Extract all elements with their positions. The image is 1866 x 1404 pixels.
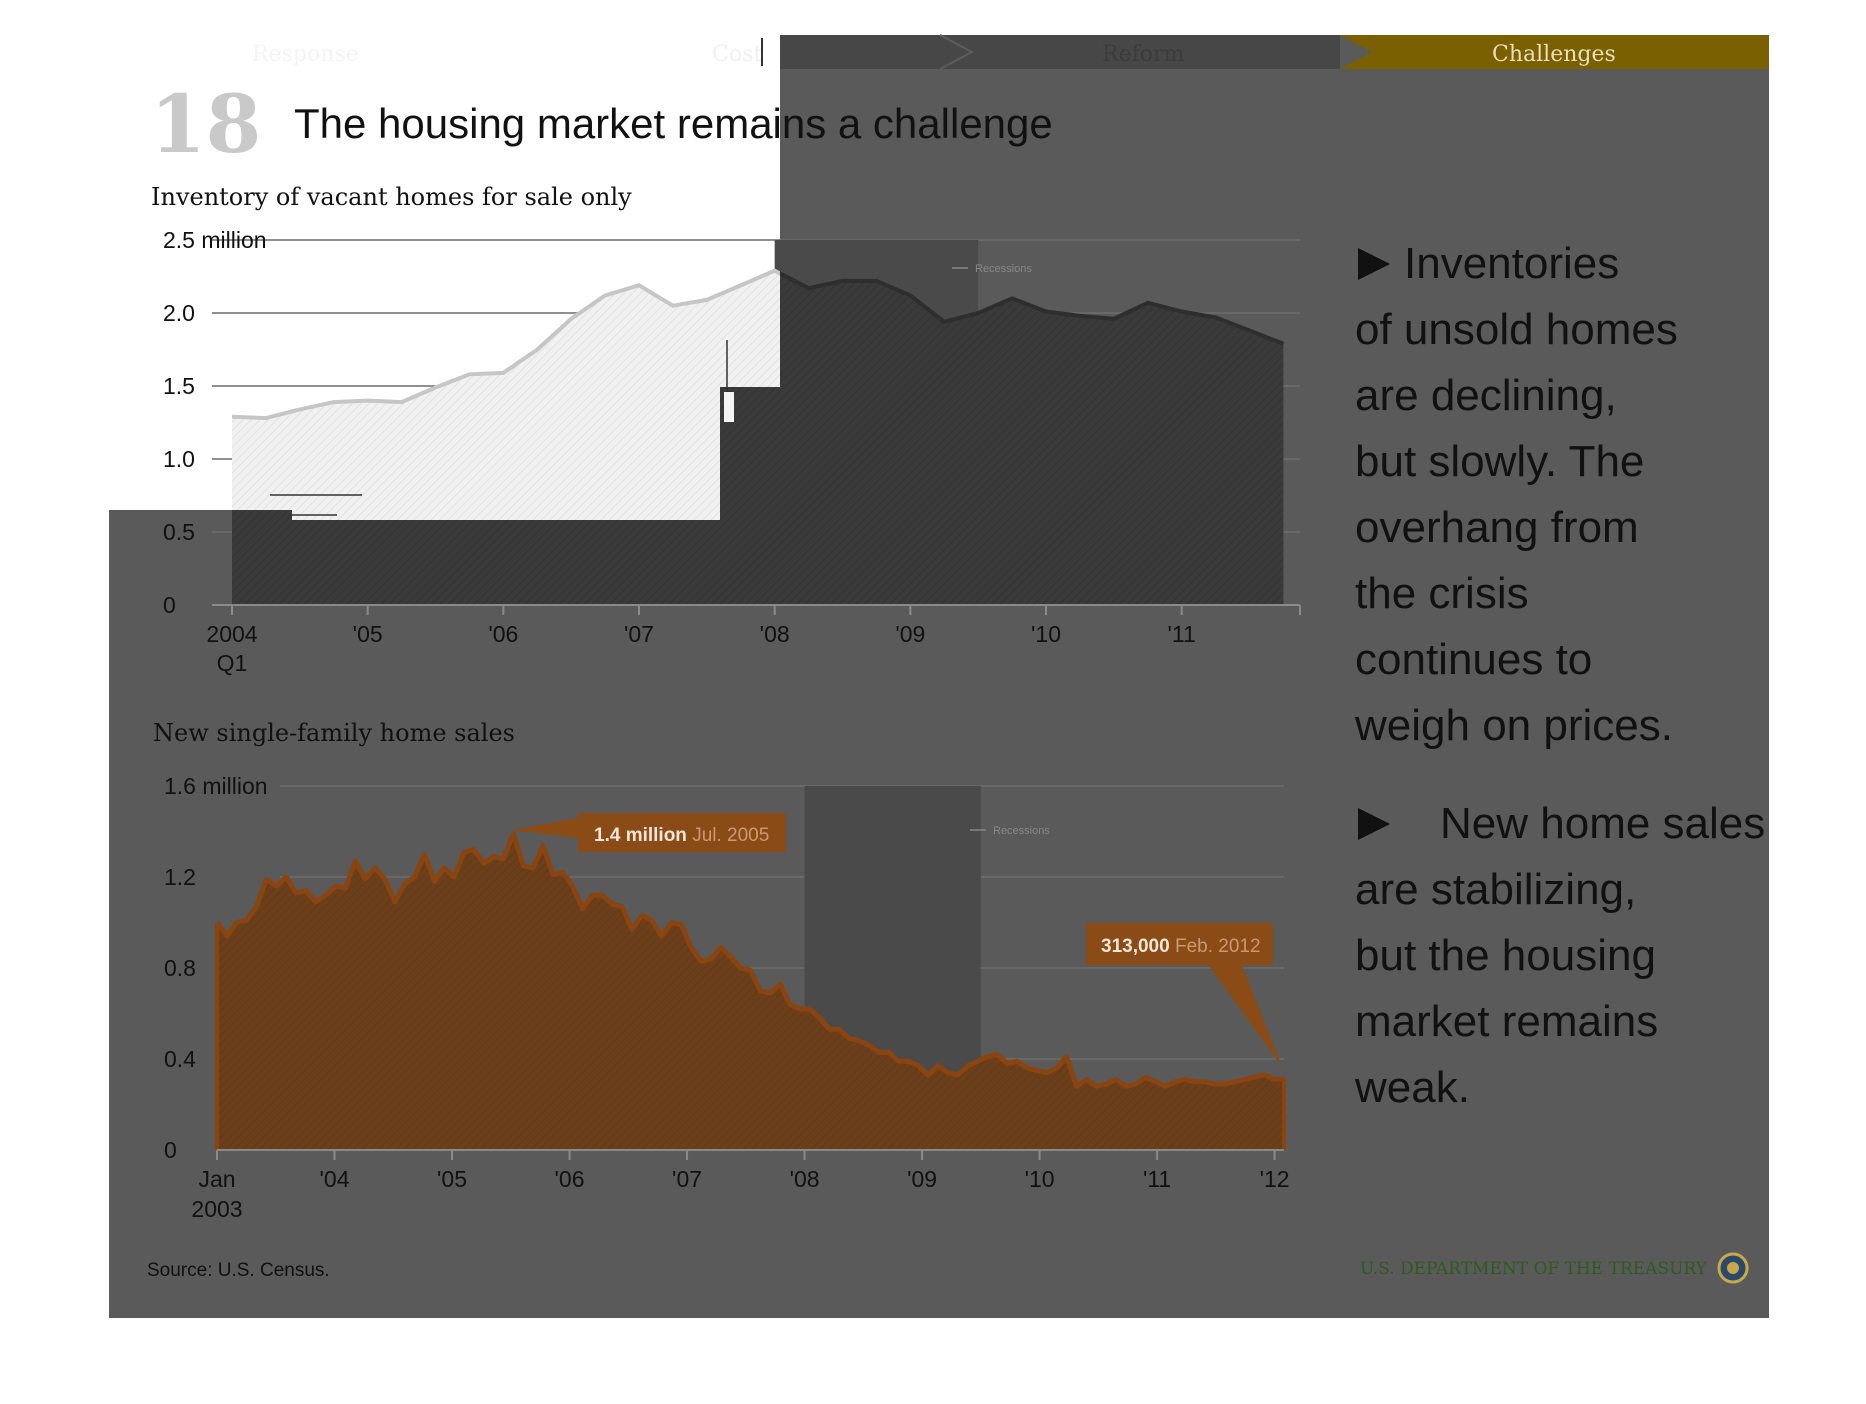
y-tick-label: 2.5 million — [163, 227, 267, 253]
chart2-y-ticks: 0 0.4 0.8 1.2 1.6 million — [164, 773, 268, 1163]
nav-item-challenges[interactable]: Challenges — [1492, 42, 1616, 67]
x-tick-label: '10 — [1025, 1166, 1055, 1192]
x-tick-label: '11 — [1168, 621, 1196, 647]
callout-pointer — [510, 818, 578, 838]
nav-bar-dark — [780, 35, 1340, 69]
chart2-area — [214, 831, 1286, 1150]
chart1-legend: Recessions — [952, 263, 1032, 275]
callout-pointer — [1205, 960, 1282, 1067]
x-tick-label: '07 — [672, 1166, 702, 1192]
chart2-legend: Recessions — [970, 825, 1050, 837]
treasury-wordmark: U.S. DEPARTMENT OF THE TREASURY — [1360, 1259, 1708, 1279]
x-tick-label: '10 — [1031, 621, 1061, 647]
home-sales-chart: New single-family home sales 0 0.4 0.8 1.2 1… — [153, 719, 1290, 1222]
bullet-text-line: Inventories — [1404, 239, 1619, 288]
bullet-1: Inventories of unsold homes are declining,… — [1354, 239, 1678, 750]
callout-box — [578, 813, 786, 852]
nav-arrow — [1340, 35, 1769, 69]
marker-box — [724, 392, 734, 422]
bullet-text-line: the crisis — [1355, 569, 1529, 618]
legend-label: Recessions — [975, 263, 1032, 275]
bullet-text-line: are declining, — [1355, 371, 1617, 420]
x-tick-label: '09 — [895, 621, 925, 647]
x-tick-label: '07 — [624, 621, 654, 647]
bullet-text-line: overhang from — [1355, 503, 1639, 552]
legend-label: Recessions — [993, 825, 1050, 837]
x-tick-label: 2004 — [206, 621, 257, 647]
source-note: Source: U.S. Census. — [147, 1260, 330, 1281]
x-tick-sublabel: 2003 — [191, 1196, 242, 1222]
sales-area — [217, 834, 1284, 1150]
x-tick-label: '05 — [353, 621, 383, 647]
chart1-x-ticks: 2004 Q1 '05 '06 '07 '08 '09 '10 '11 — [206, 621, 1195, 676]
sales-line — [214, 831, 1285, 1089]
slide-title: The housing market remains a challenge — [294, 100, 1053, 147]
bullet-triangle-icon — [1358, 808, 1390, 840]
y-tick-label: 2.0 — [163, 300, 195, 326]
bullet-text-line: are stabilizing, — [1355, 865, 1636, 914]
x-tick-label: '09 — [907, 1166, 937, 1192]
y-tick-label: 0 — [164, 1137, 177, 1163]
bullet-2: New home sales are stabilizing, but the ho… — [1354, 799, 1765, 1112]
nav-bar: Response Cost Reform Challenges — [252, 34, 1769, 70]
chart1-y-ticks: 0 0.5 1.0 1.5 2.0 2.5 million — [163, 227, 267, 618]
callout-text: 313,000 Feb. 2012 — [1101, 936, 1261, 957]
y-tick-label: 0.5 — [163, 519, 195, 545]
bullet-text-line: weak. — [1354, 1063, 1470, 1112]
bullet-text-line: continues to — [1355, 635, 1592, 684]
callout-text: 1.4 million Jul. 2005 — [594, 825, 769, 846]
x-tick-label: '05 — [437, 1166, 467, 1192]
chart2-title: New single-family home sales — [153, 719, 515, 747]
bullet-text-line: but slowly. The — [1355, 437, 1644, 486]
inventory-area — [232, 270, 1284, 605]
y-tick-label: 1.0 — [163, 446, 195, 472]
y-tick-label: 0.8 — [164, 955, 196, 981]
bullet-text-line: New home sales — [1440, 799, 1765, 848]
inventory-chart: Inventory of vacant homes for sale only … — [151, 183, 1301, 676]
callout-box — [1086, 923, 1273, 965]
x-tick-label: '12 — [1260, 1166, 1290, 1192]
bullet-text-line: weigh on prices. — [1354, 701, 1673, 750]
chart1-axes — [212, 604, 1301, 615]
bullet-text-line: but the housing — [1355, 931, 1656, 980]
y-tick-label: 1.2 — [164, 864, 196, 890]
x-tick-label: '08 — [760, 621, 790, 647]
y-tick-label: 1.5 — [163, 373, 195, 399]
chart1-area — [231, 268, 1285, 605]
treasury-seal-icon — [1717, 1252, 1749, 1284]
y-tick-label: 0.4 — [164, 1046, 196, 1072]
x-tick-label: '04 — [320, 1166, 350, 1192]
y-tick-label: 1.6 million — [164, 773, 268, 799]
chart2-x-ticks: Jan 2003 '04 '05 '06 '07 '08 '09 '10 '11 '12 — [191, 1166, 1289, 1222]
x-tick-label: '06 — [555, 1166, 585, 1192]
slide-number: 18 — [150, 77, 261, 171]
x-tick-sublabel: Q1 — [217, 650, 248, 676]
x-tick-label: Jan — [198, 1166, 235, 1192]
inventory-line-light — [231, 268, 780, 421]
chart2-axes — [216, 1149, 1284, 1160]
nav-item-reform[interactable]: Reform — [1102, 42, 1184, 67]
x-tick-label: '08 — [790, 1166, 820, 1192]
y-tick-label: 0 — [163, 592, 176, 618]
x-tick-label: '11 — [1143, 1166, 1171, 1192]
chart2-callouts: 1.4 million Jul. 2005 313,000 Feb. 2012 — [510, 813, 1282, 1067]
bullet-text-line: market remains — [1355, 997, 1658, 1046]
nav-arrow — [939, 34, 975, 70]
bullet-triangle-icon — [1358, 248, 1390, 280]
bullet-text-line: of unsold homes — [1355, 305, 1678, 354]
x-tick-label: '06 — [488, 621, 518, 647]
nav-item-cost[interactable]: Cost — [712, 42, 762, 67]
chart1-title: Inventory of vacant homes for sale only — [151, 183, 632, 211]
nav-item-response[interactable]: Response — [252, 42, 359, 67]
